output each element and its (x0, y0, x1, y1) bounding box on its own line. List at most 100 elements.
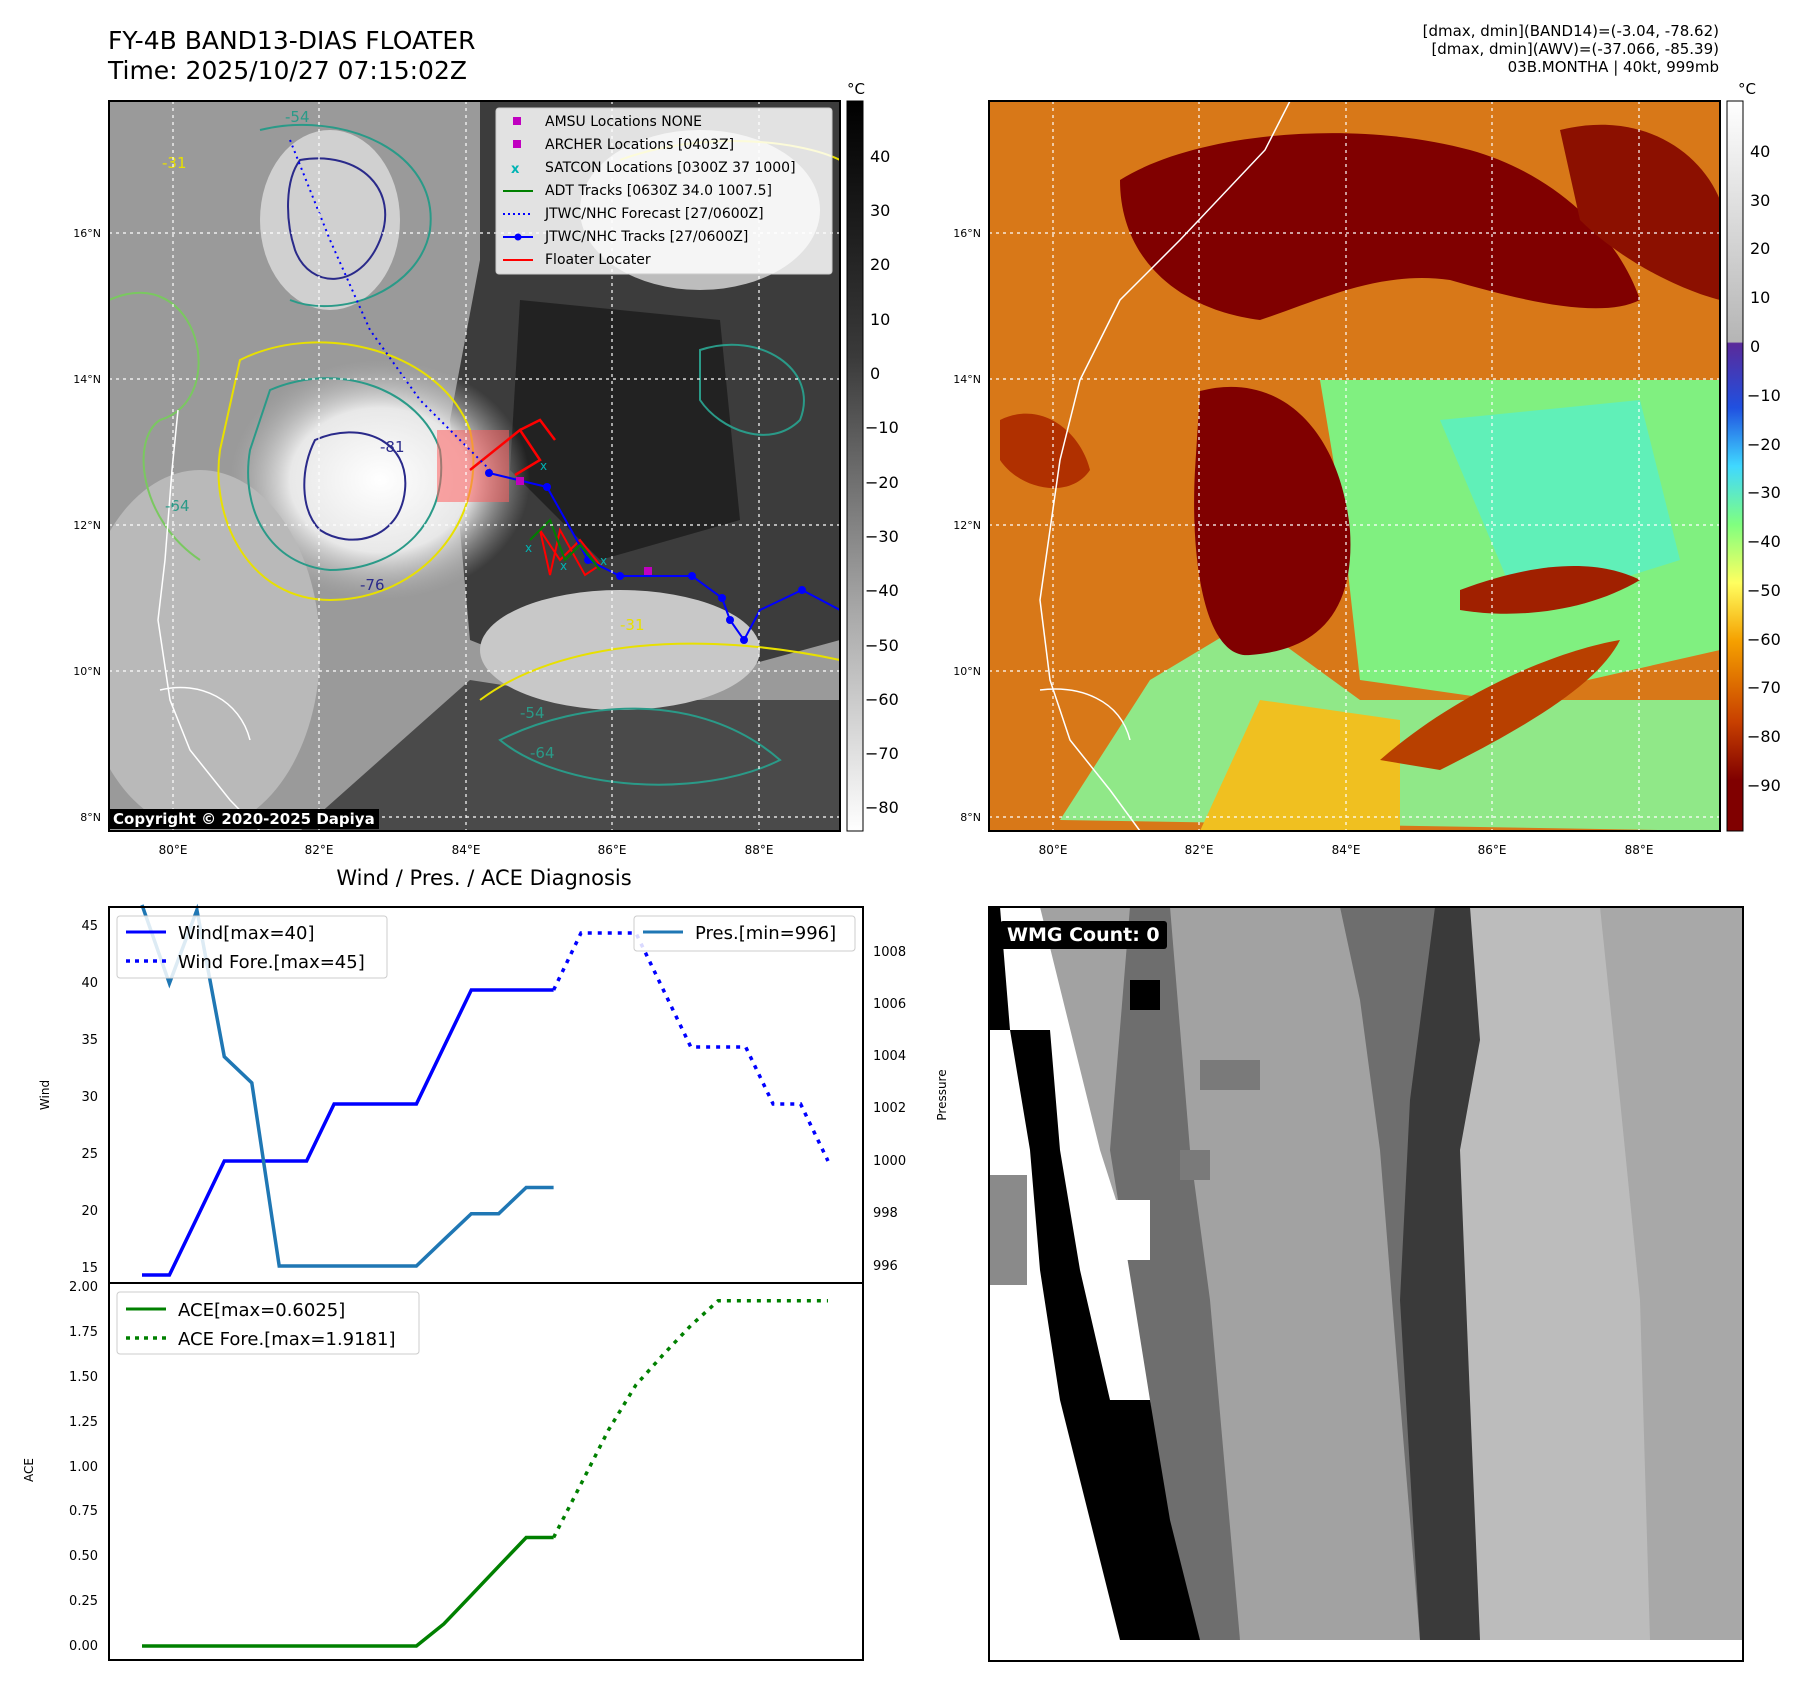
archer-marker-icon (513, 140, 521, 148)
ace-ytick: 0.00 (69, 1639, 98, 1654)
cbar-tick: 0 (870, 364, 880, 383)
legend-item-forecast: JTWC/NHC Forecast [27/0600Z] (544, 206, 764, 222)
pressure-series-line (140, 903, 554, 1268)
pressure-ytick: 998 (873, 1206, 898, 1221)
left-map-frame (108, 100, 841, 832)
diagnostics-header: [dmax, dmin](BAND14)=(-3.04, -78.62) [dm… (1423, 22, 1719, 76)
cbar-tick: −20 (865, 473, 899, 492)
wind-ytick: 20 (81, 1204, 98, 1219)
wind-ytick: 15 (81, 1261, 98, 1276)
pressure-ytick: 996 (873, 1259, 898, 1274)
wind-legend: Wind[max=40] Wind Fore.[max=45] (116, 915, 388, 979)
cbar-tick: −10 (865, 418, 899, 437)
contour-label: -31 (162, 154, 187, 172)
wind-ytick: 25 (81, 1147, 98, 1162)
title-line-1: FY-4B BAND13-DIAS FLOATER (108, 26, 476, 55)
cbar-tick: −80 (865, 798, 899, 817)
wmg-pixel-panel (989, 907, 1743, 1661)
figure-title: FY-4B BAND13-DIAS FLOATER Time: 2025/10/… (108, 26, 476, 86)
legend-item-archer: ARCHER Locations [0403Z] (545, 137, 734, 153)
satcon-marker-icon: x (511, 162, 520, 177)
cbar-tick: −70 (1747, 678, 1781, 697)
legend-ace: ACE[max=0.6025] (178, 1300, 345, 1321)
wind-ytick: 40 (81, 976, 98, 991)
cbar-tick: −60 (1747, 630, 1781, 649)
lat-tick: 8°N (80, 811, 101, 824)
lon-tick: 82°E (1185, 843, 1214, 857)
contour-labels: -31 -54 -64 -76 -81 -31 -54 -64 (162, 108, 645, 762)
legend-pressure: Pres.[min=996] (695, 923, 836, 944)
cbar-tick: 30 (1750, 191, 1770, 210)
cbar-tick: 40 (870, 147, 890, 166)
cbar-tick: 10 (1750, 288, 1770, 307)
band14-range: [dmax, dmin](BAND14)=(-3.04, -78.62) (1422, 22, 1719, 40)
legend-item-adt: ADT Tracks [0630Z 34.0 1007.5] (545, 183, 772, 199)
pressure-ytick: 1004 (873, 1049, 906, 1064)
contour-label: -81 (380, 438, 405, 456)
contour-label: -76 (360, 576, 385, 594)
ace-ytick: 2.00 (69, 1280, 98, 1295)
cbar-tick: −20 (1747, 435, 1781, 454)
awv-imagery-map (989, 101, 1720, 831)
ace-ytick: 1.50 (69, 1370, 98, 1385)
left-map-gridlines (109, 101, 840, 831)
wind-series-forecast-line (552, 931, 830, 1162)
copyright-badge: Copyright © 2020-2025 Dapiya (109, 809, 379, 829)
lat-tick: 10°N (73, 665, 101, 678)
pressure-ytick: 1008 (873, 945, 906, 960)
cbar-tick: 0 (1750, 337, 1760, 356)
legend-wind: Wind[max=40] (178, 923, 315, 944)
ace-ytick: 0.25 (69, 1594, 98, 1609)
pressure-ytick: 1000 (873, 1154, 906, 1169)
lon-tick: 88°E (1625, 843, 1654, 857)
legend-ace-forecast: ACE Fore.[max=1.9181] (178, 1329, 396, 1350)
ace-series-forecast-line (552, 1298, 828, 1539)
lat-tick: 8°N (960, 811, 981, 824)
legend-item-amsu: AMSU Locations NONE (545, 114, 702, 130)
cbar-tick: 20 (870, 255, 890, 274)
cbar-tick: 10 (870, 310, 890, 329)
wmg-panel-frame (988, 906, 1744, 1662)
right-colorbar: °C 40 30 20 10 0 −10 −20 −30 −40 −50 −60… (1726, 80, 1781, 832)
lat-tick: 14°N (73, 373, 101, 386)
pressure-ylabel: Pressure (935, 1069, 949, 1120)
colorbar-unit: °C (847, 80, 865, 98)
wind-ytick: 35 (81, 1033, 98, 1048)
awv-range: [dmax, dmin](AWV)=(-37.066, -85.39) (1431, 40, 1719, 58)
lat-tick: 12°N (953, 519, 981, 532)
left-colorbar: °C 40 30 20 10 0 −10 −20 −30 −40 −50 −60… (846, 80, 899, 832)
ace-ytick: 1.00 (69, 1460, 98, 1475)
left-lon-ticks: 80°E 82°E 84°E 86°E 88°E (159, 843, 774, 857)
pressure-legend: Pres.[min=996] (633, 915, 856, 952)
wind-yticks: 45 40 35 30 25 20 15 (81, 919, 98, 1276)
svg-text:x: x (600, 554, 607, 568)
ace-ylabel: ACE (22, 1458, 36, 1482)
legend-item-floater: Floater Locater (545, 252, 651, 268)
cbar-tick: −50 (1747, 581, 1781, 600)
wind-ytick: 45 (81, 919, 98, 934)
cbar-tick: −60 (865, 690, 899, 709)
pressure-yticks: 1008 1006 1004 1002 1000 998 996 (873, 945, 906, 1274)
right-lat-ticks: 16°N 14°N 12°N 10°N 8°N (953, 227, 981, 824)
right-map-frame (988, 100, 1721, 832)
wind-series-line (142, 988, 554, 1277)
right-lon-ticks: 80°E 82°E 84°E 86°E 88°E (1039, 843, 1654, 857)
svg-text:x: x (540, 459, 547, 473)
cbar-tick: −30 (865, 527, 899, 546)
cbar-tick: −40 (865, 581, 899, 600)
legend-wind-forecast: Wind Fore.[max=45] (178, 952, 365, 973)
ace-ytick: 1.25 (69, 1415, 98, 1430)
cbar-tick: −50 (865, 636, 899, 655)
contour-label: -54 (520, 704, 545, 722)
colorbar-unit: °C (1738, 80, 1756, 98)
legend-item-satcon: SATCON Locations [0300Z 37 1000] (545, 160, 796, 176)
lon-tick: 80°E (159, 843, 188, 857)
cbar-tick: −30 (1747, 483, 1781, 502)
cbar-tick: −10 (1747, 386, 1781, 405)
cbar-tick: 20 (1750, 239, 1770, 258)
wmg-count-badge: WMG Count: 0 (1000, 921, 1167, 949)
lat-tick: 12°N (73, 519, 101, 532)
cbar-tick: 40 (1750, 142, 1770, 161)
cbar-tick: −80 (1747, 727, 1781, 746)
cbar-tick: −90 (1747, 776, 1781, 795)
